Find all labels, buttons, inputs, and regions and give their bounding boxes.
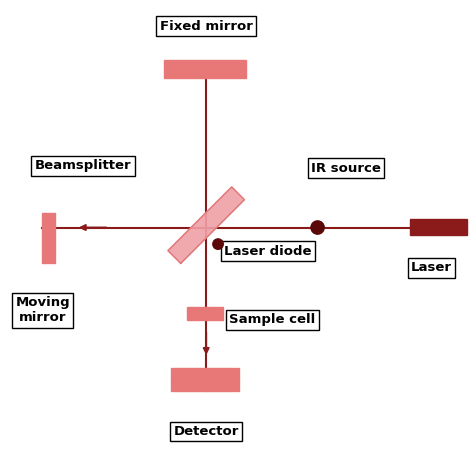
Text: Moving
mirror: Moving mirror (15, 296, 70, 325)
Polygon shape (168, 187, 245, 264)
Bar (171, 368, 239, 391)
Bar (410, 219, 467, 235)
Bar (187, 307, 223, 320)
Ellipse shape (213, 239, 223, 249)
Text: Fixed mirror: Fixed mirror (160, 19, 253, 33)
Text: Sample cell: Sample cell (229, 313, 316, 327)
Text: Detector: Detector (173, 425, 239, 438)
Text: Laser diode: Laser diode (224, 245, 311, 258)
Bar (164, 60, 246, 78)
Text: Laser: Laser (411, 261, 452, 274)
Ellipse shape (311, 221, 324, 234)
Text: Beamsplitter: Beamsplitter (35, 159, 131, 173)
Bar (42, 213, 55, 263)
Text: IR source: IR source (311, 162, 381, 175)
